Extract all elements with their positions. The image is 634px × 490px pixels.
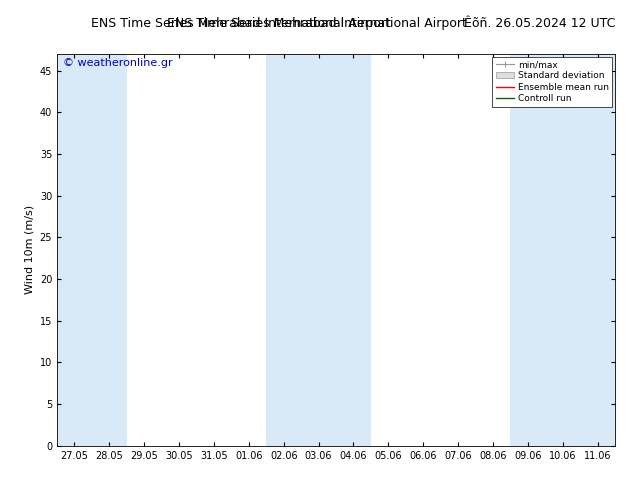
- Text: ENS Time Series Mehrabad International Airport: ENS Time Series Mehrabad International A…: [167, 17, 467, 30]
- Text: © weatheronline.gr: © weatheronline.gr: [63, 58, 172, 68]
- Y-axis label: Wind 10m (m/s): Wind 10m (m/s): [24, 205, 34, 294]
- Text: Êõñ. 26.05.2024 12 UTC: Êõñ. 26.05.2024 12 UTC: [463, 17, 615, 30]
- Legend: min/max, Standard deviation, Ensemble mean run, Controll run: min/max, Standard deviation, Ensemble me…: [493, 57, 612, 107]
- Bar: [510, 54, 615, 446]
- Text: ENS Time Series Mehrabad International Airport: ENS Time Series Mehrabad International A…: [91, 17, 391, 30]
- Bar: [266, 54, 371, 446]
- Bar: [57, 54, 127, 446]
